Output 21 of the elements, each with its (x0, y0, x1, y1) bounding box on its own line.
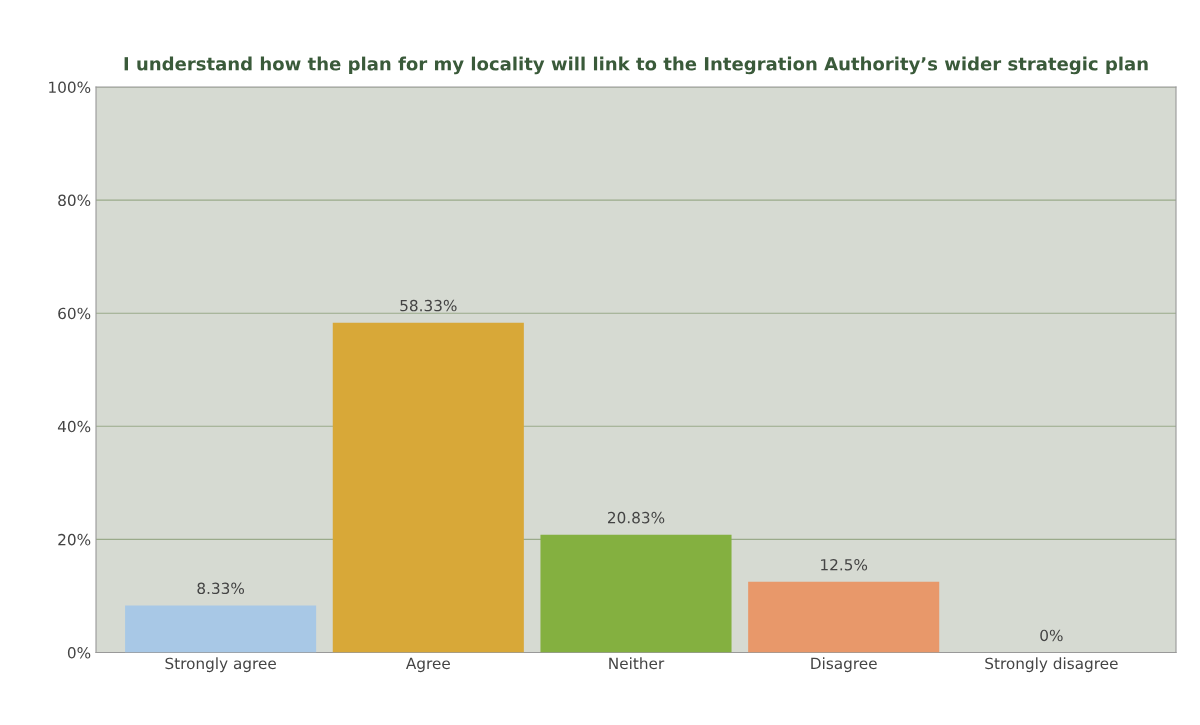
bar (332, 322, 524, 653)
y-tick-label: 40% (57, 420, 91, 433)
x-tick-label: Neither (609, 657, 665, 670)
y-tick-label: 20% (58, 533, 91, 546)
x-tick-label: Strongly agree (165, 657, 276, 673)
data-label: 0% (1040, 629, 1063, 642)
x-tick-label: Disagree (811, 657, 877, 673)
bar (748, 581, 940, 653)
x-tick-label: Strongly disagree (985, 657, 1118, 673)
y-tick-label: 0% (67, 646, 91, 659)
y-tick-label: 60% (58, 307, 91, 320)
data-label: 58.33% (400, 299, 457, 312)
chart-title: I understand how the plan for my locality will link to the Integration Authority’s wider strategic plan (124, 56, 1148, 75)
data-label: 12.5% (821, 558, 868, 571)
bar (125, 605, 317, 653)
data-label: 8.33% (197, 582, 245, 595)
data-label: 20.83% (607, 511, 665, 524)
y-tick-label: 80% (58, 194, 91, 207)
y-tick-label: 100% (49, 81, 91, 94)
bar (540, 534, 732, 653)
x-tick-label: Agree (405, 657, 450, 673)
